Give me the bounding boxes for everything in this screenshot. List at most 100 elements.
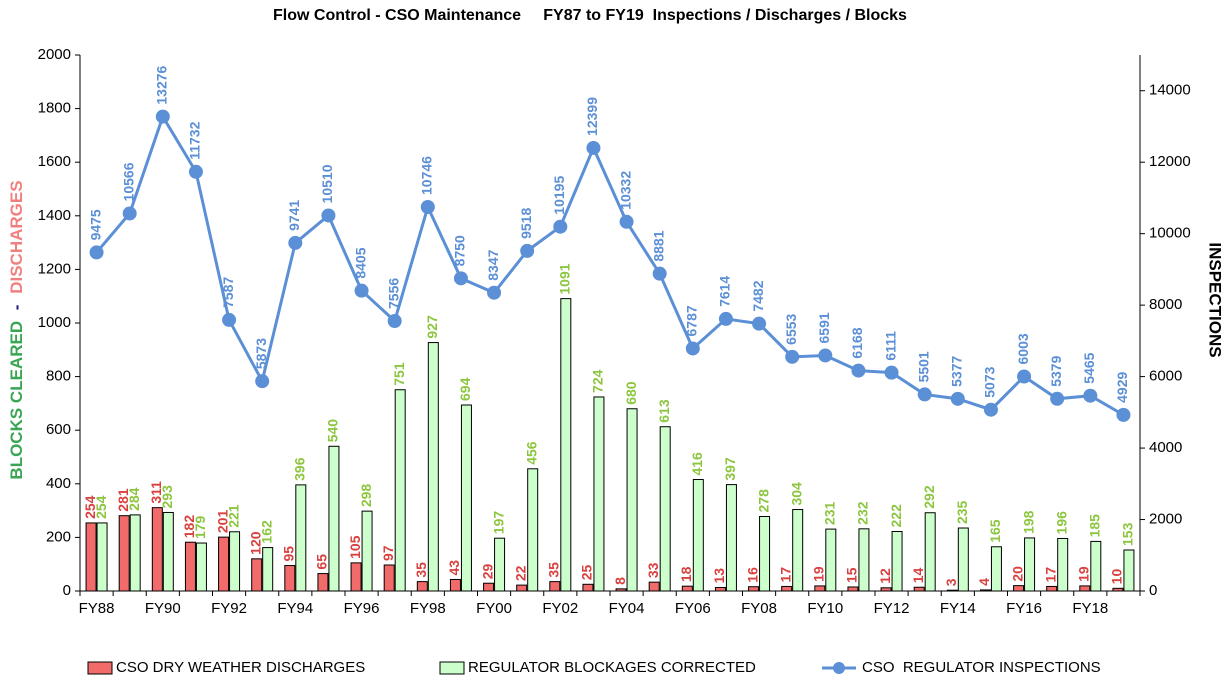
bar-value-label: 4 xyxy=(976,578,992,586)
point-value-label: 10332 xyxy=(617,171,633,210)
line-point xyxy=(487,285,502,300)
bar-value-label: 15 xyxy=(844,567,860,583)
bar-value-label: 16 xyxy=(744,567,760,583)
bar-value-label: 20 xyxy=(1009,566,1025,582)
line-point xyxy=(288,235,303,250)
line-point xyxy=(652,266,667,281)
point-value-label: 7587 xyxy=(220,277,236,308)
bar xyxy=(1057,537,1069,592)
bar xyxy=(725,484,737,592)
line xyxy=(95,113,1125,417)
bar-value-label: 12 xyxy=(877,568,893,584)
bar-value-label: 304 xyxy=(788,482,804,506)
x-tick-label: FY88 xyxy=(79,600,115,617)
bar-value-label: 292 xyxy=(921,485,937,509)
bar xyxy=(295,484,307,592)
line-point xyxy=(1050,391,1065,406)
x-tick-label: FY12 xyxy=(874,600,910,617)
point-value-label: 12399 xyxy=(584,97,600,136)
point-value-label: 7482 xyxy=(750,280,766,311)
line-point xyxy=(950,391,965,406)
bar-value-label: 120 xyxy=(247,531,263,555)
line-point xyxy=(1017,369,1032,384)
y-tick-label: 800 xyxy=(46,368,71,385)
y-tick-label: 600 xyxy=(46,421,71,438)
bar-value-label: 293 xyxy=(159,485,175,509)
bar-value-label: 33 xyxy=(645,562,661,578)
bar xyxy=(924,512,936,592)
bar-value-label: 182 xyxy=(181,515,197,539)
point-value-label: 9475 xyxy=(87,209,103,240)
line-point xyxy=(983,402,998,417)
line-point xyxy=(420,200,435,215)
y-axis-label: BLOCKS CLEARED - DISCHARGES xyxy=(7,180,26,479)
point-value-label: 13276 xyxy=(154,65,170,104)
bar-value-label: 65 xyxy=(314,554,330,570)
bar-value-label: 162 xyxy=(258,520,274,544)
bar xyxy=(416,581,428,592)
bar xyxy=(549,581,561,592)
point-value-label: 6553 xyxy=(783,313,799,344)
point-value-label: 8405 xyxy=(352,247,368,278)
bar-value-label: 254 xyxy=(82,495,98,519)
bar xyxy=(659,426,671,592)
legend-label: CSO DRY WEATHER DISCHARGES xyxy=(116,659,365,676)
bar-value-label: 165 xyxy=(987,519,1003,543)
bar xyxy=(494,537,506,592)
bar-value-label: 397 xyxy=(722,457,738,481)
bar-value-label: 396 xyxy=(292,457,308,481)
point-value-label: 10195 xyxy=(551,176,567,215)
bar-value-label: 201 xyxy=(214,510,230,534)
bar xyxy=(990,546,1002,592)
bar xyxy=(460,404,472,592)
legend-label: CSO REGULATOR INSPECTIONS xyxy=(862,659,1101,676)
point-value-label: 5073 xyxy=(982,366,998,397)
bar-value-label: 105 xyxy=(347,535,363,559)
bar xyxy=(1024,537,1036,592)
bar xyxy=(129,514,141,592)
bar-value-label: 25 xyxy=(579,565,595,581)
bar xyxy=(781,585,793,592)
bar-value-label: 222 xyxy=(888,504,904,528)
point-value-label: 9518 xyxy=(518,208,534,239)
bar xyxy=(1123,549,1135,592)
point-value-label: 11732 xyxy=(187,121,203,159)
line-point xyxy=(188,164,203,179)
x-tick-label: FY06 xyxy=(675,600,711,617)
point-value-label: 5379 xyxy=(1048,355,1064,386)
bar-value-label: 17 xyxy=(777,567,793,583)
bar-value-label: 254 xyxy=(93,495,109,519)
bar-value-label: 13 xyxy=(711,568,727,584)
bar xyxy=(792,509,804,592)
bar-value-label: 311 xyxy=(148,481,164,504)
bar xyxy=(427,342,439,592)
legend-marker xyxy=(833,662,845,674)
x-tick-label: FY90 xyxy=(145,600,181,617)
x-tick-label: FY18 xyxy=(1072,600,1108,617)
point-value-label: 9741 xyxy=(286,200,302,231)
point-value-label: 5465 xyxy=(1081,352,1097,383)
bar xyxy=(692,479,704,592)
bar xyxy=(328,445,340,592)
bar xyxy=(714,587,726,592)
bar-value-label: 35 xyxy=(546,562,562,578)
bar xyxy=(814,585,826,592)
bar xyxy=(681,585,693,592)
bar-value-label: 197 xyxy=(490,511,506,535)
line-point xyxy=(884,365,899,380)
bar-value-label: 221 xyxy=(225,504,241,528)
y-tick-label: 1200 xyxy=(38,260,71,277)
bar xyxy=(1013,585,1025,592)
bar xyxy=(582,583,594,592)
line-point xyxy=(155,109,170,124)
line-point xyxy=(851,363,866,378)
bar-value-label: 8 xyxy=(612,577,628,585)
bar xyxy=(648,581,660,592)
legend-label: REGULATOR BLOCKAGES CORRECTED xyxy=(468,659,756,676)
bar xyxy=(151,507,163,592)
line-point xyxy=(520,243,535,258)
line-point xyxy=(586,140,601,155)
bar-value-label: 153 xyxy=(1120,522,1136,546)
bar-value-label: 22 xyxy=(512,565,528,581)
